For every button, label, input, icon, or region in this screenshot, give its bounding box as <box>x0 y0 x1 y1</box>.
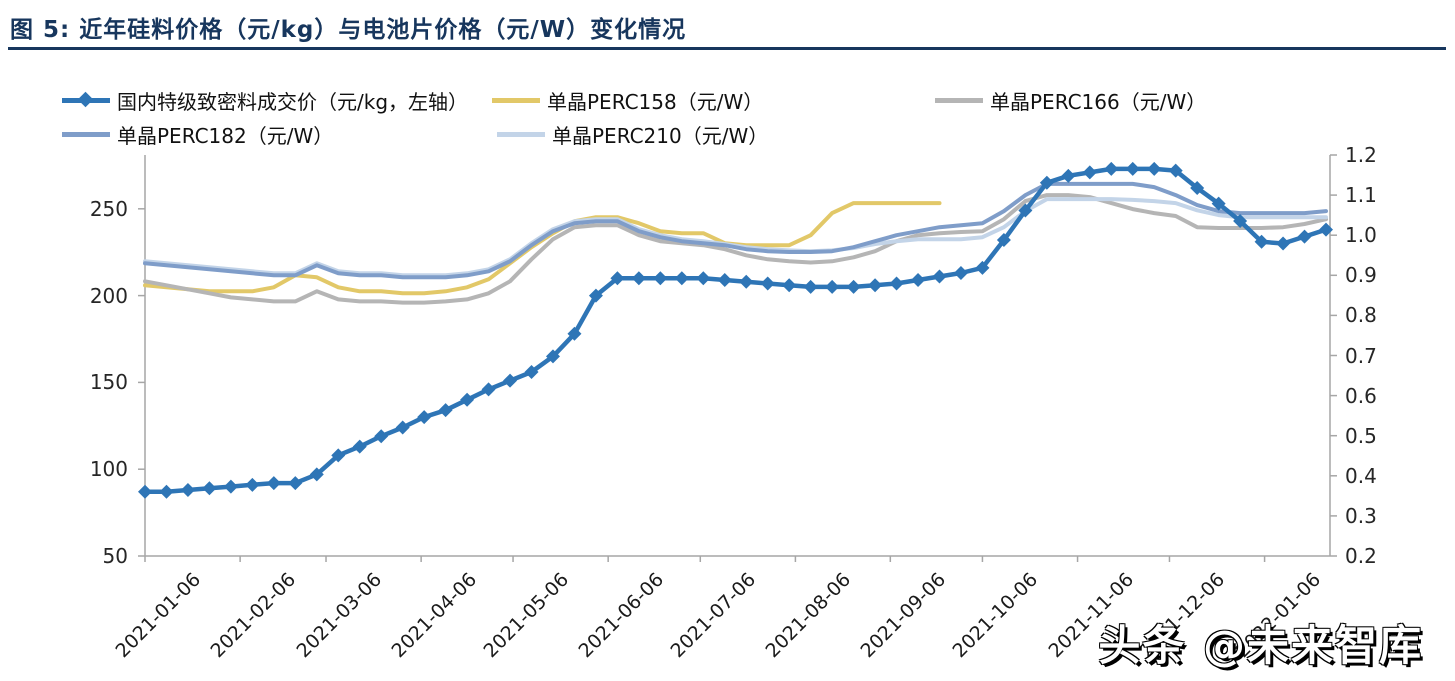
watermark: 头条 @未来智库 <box>1098 621 1423 670</box>
left-axis-tick-label: 50 <box>102 544 128 568</box>
legend-label: 单晶PERC210（元/W） <box>552 123 769 148</box>
legend-line-swatch <box>935 97 983 103</box>
left-axis-tick-label: 250 <box>89 196 128 221</box>
figure-title: 图 5: 近年硅料价格（元/kg）与电池片价格（元/W）变化情况 <box>10 17 687 43</box>
right-axis-tick-label: 1.1 <box>1345 183 1377 208</box>
legend-label: 单晶PERC182（元/W） <box>117 123 334 148</box>
legend-label: 单晶PERC158（元/W） <box>547 89 764 114</box>
legend-label: 国内特级致密料成交价（元/kg，左轴） <box>117 89 469 114</box>
legend-item-perc182: 单晶PERC182（元/W） <box>62 123 333 148</box>
legend-label: 单晶PERC166（元/W） <box>990 89 1207 114</box>
title-divider <box>8 47 1446 50</box>
legend-item-perc158: 单晶PERC158（元/W） <box>492 89 763 114</box>
right-axis-tick-label: 0.9 <box>1345 263 1377 288</box>
series-line-dense-poly-price <box>142 166 1329 495</box>
right-axis-tick-label: 0.5 <box>1345 423 1377 448</box>
legend-line-with-diamond-swatch <box>62 91 110 107</box>
right-axis-tick-label: 1.2 <box>1345 143 1377 167</box>
right-axis-tick-label: 0.6 <box>1345 383 1377 408</box>
right-axis-tick-label: 1.0 <box>1345 223 1377 248</box>
legend-line-swatch <box>62 131 110 137</box>
right-axis-tick-label: 0.8 <box>1345 303 1377 328</box>
right-axis-tick-label: 0.4 <box>1345 463 1377 488</box>
series-line-perc182 <box>143 181 1328 280</box>
right-axis-tick-label: 0.3 <box>1345 503 1377 528</box>
left-axis-tick-label: 200 <box>89 283 128 308</box>
legend-line-swatch <box>492 97 540 103</box>
legend-line-swatch <box>497 131 545 137</box>
right-axis-tick-label: 0.7 <box>1345 343 1377 368</box>
legend-item-perc166: 单晶PERC166（元/W） <box>935 89 1206 114</box>
left-axis-tick-label: 150 <box>89 370 128 395</box>
series-line-perc166 <box>143 193 1328 305</box>
right-axis-tick-label: 0.2 <box>1345 544 1377 568</box>
left-axis-tick-label: 100 <box>89 457 128 482</box>
legend-item-perc210: 单晶PERC210（元/W） <box>497 123 768 148</box>
legend-item-dense-poly-price: 国内特级致密料成交价（元/kg，左轴） <box>62 89 468 114</box>
